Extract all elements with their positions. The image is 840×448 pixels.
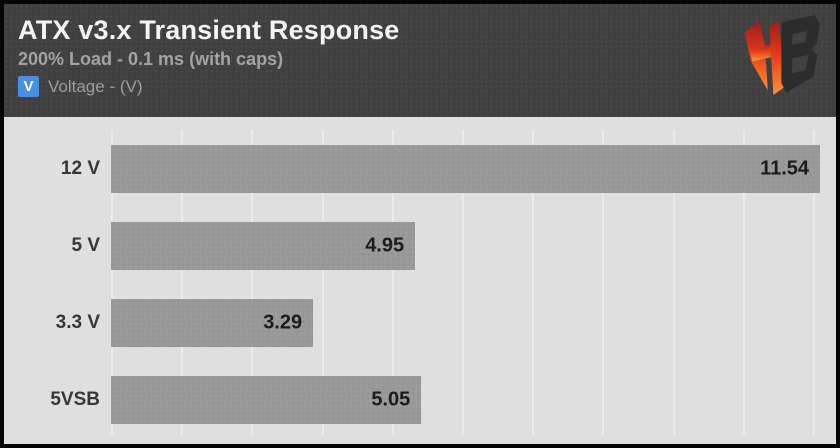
gridline <box>742 130 745 435</box>
value-label: 5.05 <box>371 388 411 410</box>
legend: V Voltage - (V) <box>18 76 836 97</box>
category-label: 3.3 V <box>55 311 100 333</box>
gridline <box>111 130 113 435</box>
value-bar: 3.29 <box>111 298 314 347</box>
bar-row: 5 V 4.95 <box>4 207 836 284</box>
gridline <box>462 130 464 435</box>
category-label: 12 V <box>60 157 100 179</box>
bar-row: 3.3 V 3.29 <box>4 284 836 361</box>
category-label: 5 V <box>71 234 100 256</box>
chart-header: ATX v3.x Transient Response 200% Load - … <box>4 4 836 117</box>
gridline <box>532 130 535 435</box>
voltage-legend-chip-icon: V <box>18 76 39 97</box>
gridline <box>813 130 815 435</box>
bar-row: 5VSB 5.05 <box>4 361 836 438</box>
bar-rows: 12 V 11.54 5 V 4.95 3.3 V 3.29 5VSB 5.05 <box>4 117 836 438</box>
value-bar: 11.54 <box>111 144 821 193</box>
legend-label: Voltage - (V) <box>48 76 143 96</box>
gridline <box>321 130 324 435</box>
chart-title: ATX v3.x Transient Response <box>18 15 400 45</box>
value-bar: 4.95 <box>111 221 416 270</box>
category-label: 5VSB <box>50 388 100 410</box>
bar-track: 5.05 <box>111 375 836 424</box>
value-label: 4.95 <box>365 234 405 256</box>
gridline <box>181 130 184 435</box>
chart-inner: ATX v3.x Transient Response 200% Load - … <box>4 4 836 444</box>
bar-row: 12 V 11.54 <box>4 130 836 207</box>
bar-track: 3.29 <box>111 298 836 347</box>
gridline <box>251 130 254 435</box>
gridline <box>391 130 394 435</box>
value-label: 3.29 <box>263 311 303 333</box>
bar-track: 11.54 <box>111 144 836 193</box>
chart-subtitle: 200% Load - 0.1 ms (with caps) <box>18 49 284 69</box>
gridlines <box>111 130 836 435</box>
value-bar: 5.05 <box>111 375 422 424</box>
hardware-busters-logo-icon <box>743 11 823 99</box>
bar-track: 4.95 <box>111 221 836 270</box>
gridline <box>672 130 675 435</box>
plot-area: 12 V 11.54 5 V 4.95 3.3 V 3.29 5VSB 5.05 <box>4 117 836 444</box>
gridline <box>602 130 605 435</box>
value-label: 11.54 <box>760 157 810 179</box>
